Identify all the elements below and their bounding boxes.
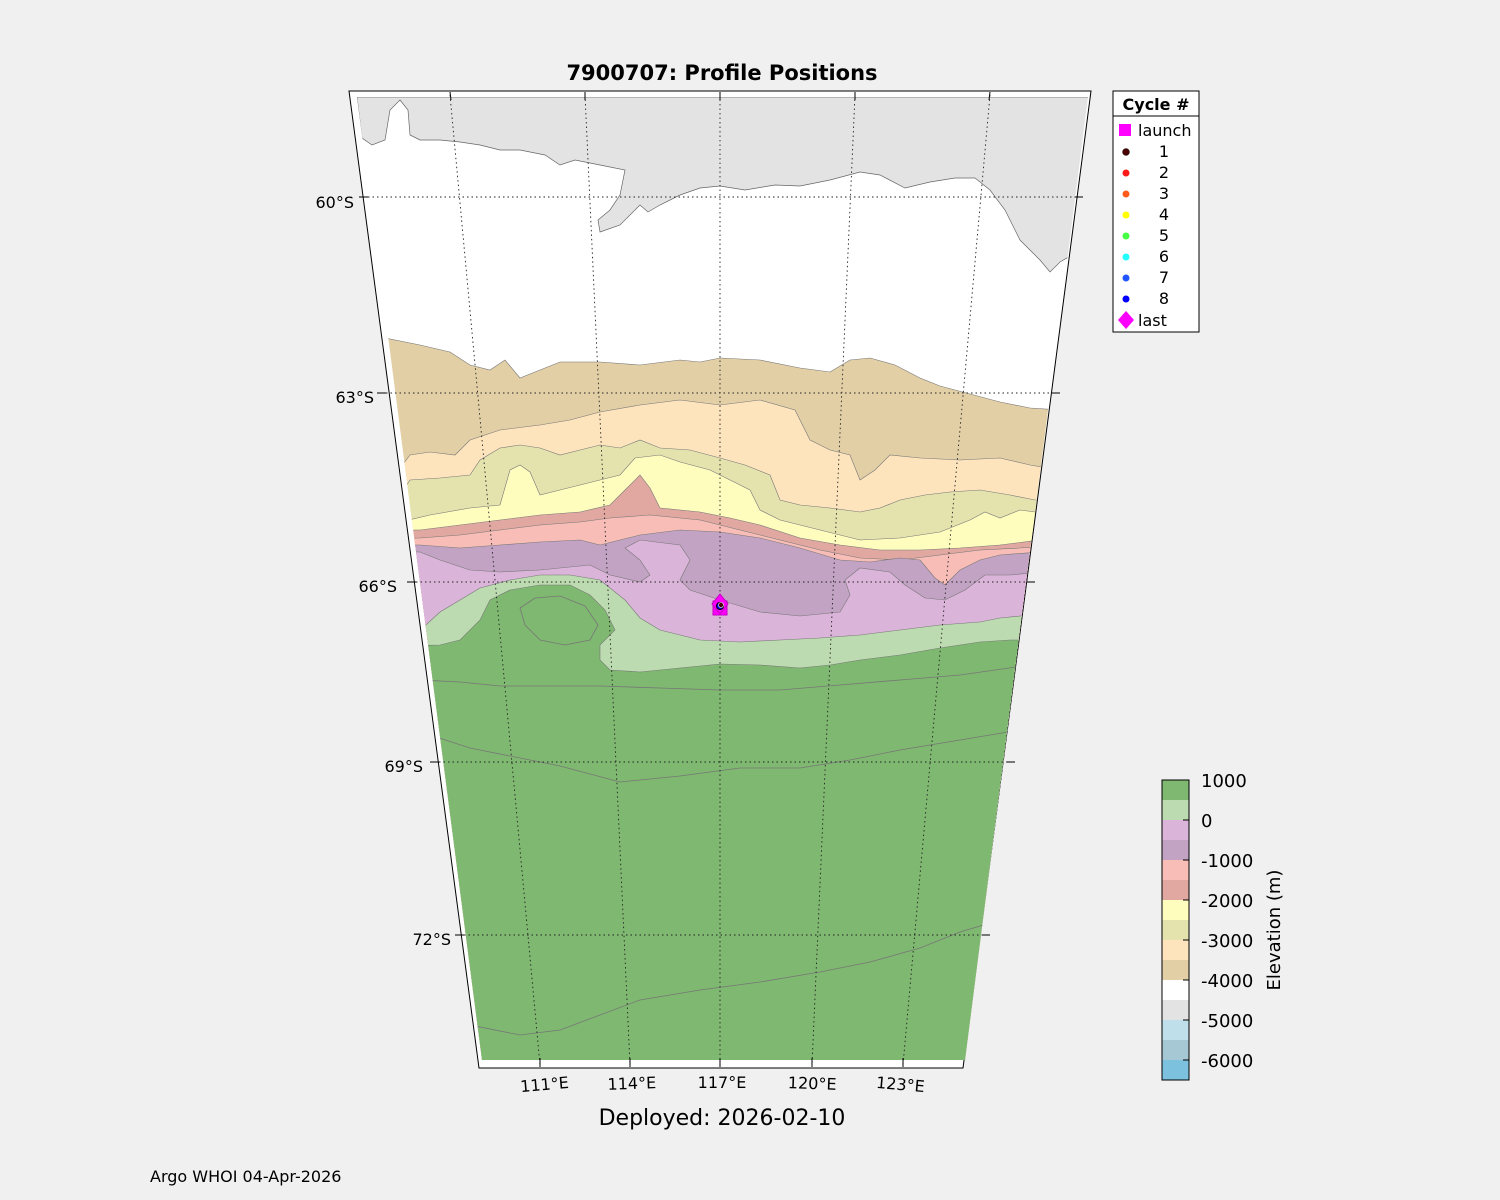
contour-line: [469, 919, 1001, 1036]
colorbar-tick-neg2000: -2000: [1201, 891, 1253, 912]
colorbar-label: Elevation (m): [1264, 870, 1285, 991]
footer-credit: Argo WHOI 04-Apr-2026: [150, 1167, 341, 1186]
legend-title: Cycle #: [1123, 95, 1190, 114]
longitude-labels: 111°E 114°E 117°E 120°E 123°E: [519, 1073, 925, 1096]
lat-label-69: 69°S: [384, 757, 423, 776]
legend-launch-label: launch: [1138, 121, 1191, 140]
legend-last-symbol: [1118, 311, 1134, 329]
legend-cycle-6-label: 6: [1159, 247, 1169, 266]
legend: Cycle # launch 1 2 3 4 5 6 7 8 last: [1112, 90, 1200, 333]
contour-line: [429, 729, 1021, 783]
legend-cycle-1-label: 1: [1159, 142, 1169, 161]
deployed-date: Deployed: 2026-02-10: [599, 1106, 846, 1131]
legend-cycle-5-label: 5: [1159, 226, 1169, 245]
legend-cycle-8-label: 8: [1159, 289, 1169, 308]
colorbar: 1000 0 -1000 -2000 -3000 -4000 -5000 -60…: [1161, 771, 1285, 1081]
lon-label-123: 123°E: [875, 1073, 925, 1096]
legend-cycle-7-label: 7: [1159, 268, 1169, 287]
legend-cycle-1-symbol: [1122, 148, 1130, 156]
lat-label-63: 63°S: [335, 388, 374, 407]
legend-cycle-2-symbol: [1122, 169, 1130, 177]
chart-title: 7900707: Profile Positions: [566, 61, 877, 85]
latitude-labels: 60°S 63°S 66°S 69°S 72°S: [315, 193, 451, 949]
contour-line: [519, 595, 599, 646]
lat-label-72: 72°S: [412, 930, 451, 949]
land-band-500: [357, 584, 1088, 1060]
lon-label-114: 114°E: [607, 1073, 656, 1094]
legend-cycle-8-symbol: [1122, 295, 1130, 303]
cycle-marker: [718, 602, 724, 608]
lat-label-66: 66°S: [358, 577, 397, 596]
colorbar-tick-neg4000: -4000: [1201, 971, 1253, 992]
legend-cycle-3-symbol: [1122, 190, 1130, 198]
lon-label-111: 111°E: [519, 1073, 569, 1096]
tick-marks: [359, 91, 1083, 1067]
legend-cycle-2-label: 2: [1159, 163, 1169, 182]
colorbar-tick-neg6000: -6000: [1201, 1051, 1253, 1072]
lon-label-120: 120°E: [788, 1073, 837, 1094]
legend-cycle-6-symbol: [1122, 253, 1130, 261]
legend-cycle-5-symbol: [1122, 232, 1130, 240]
land-mass: [357, 97, 1088, 273]
contour-line: [419, 664, 1031, 691]
map-content: [357, 97, 1088, 1060]
float-markers: [711, 593, 729, 616]
legend-last-label: last: [1138, 311, 1167, 330]
colorbar-tick-neg5000: -5000: [1201, 1011, 1253, 1032]
legend-cycle-3-label: 3: [1159, 184, 1169, 203]
legend-cycle-4-symbol: [1122, 211, 1130, 219]
colorbar-tick-1000: 1000: [1201, 771, 1247, 792]
graticule: [359, 94, 1083, 1066]
lat-label-60: 60°S: [315, 193, 354, 212]
legend-cycle-4-label: 4: [1159, 205, 1169, 224]
colorbar-tick-0: 0: [1201, 811, 1212, 832]
lon-label-117: 117°E: [698, 1073, 747, 1092]
colorbar-tick-neg3000: -3000: [1201, 931, 1253, 952]
colorbar-tick-neg1000: -1000: [1201, 851, 1253, 872]
legend-launch-symbol: [1119, 124, 1131, 136]
legend-cycle-7-symbol: [1122, 274, 1130, 282]
